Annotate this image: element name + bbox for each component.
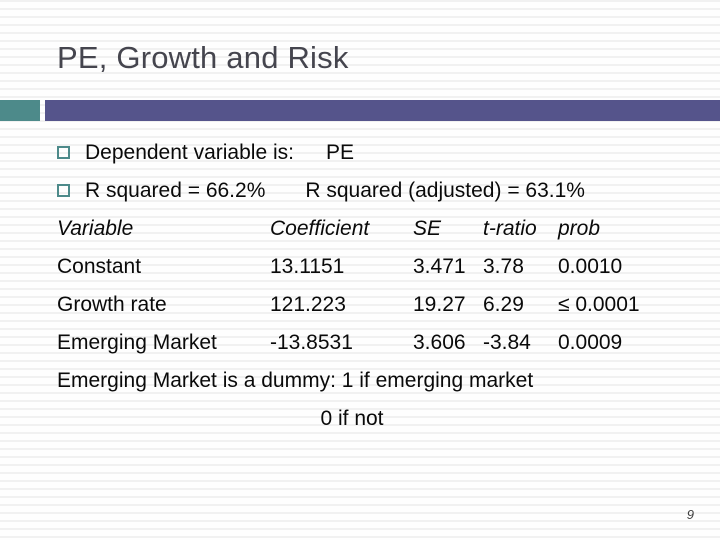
table-cell-variable: Emerging Market bbox=[57, 331, 217, 354]
bullet-line-dependent-variable: Dependent variable is: PE bbox=[57, 134, 669, 172]
page-number: 9 bbox=[686, 507, 694, 522]
table-cell-se: 3.471 bbox=[413, 255, 466, 278]
table-cell-t-ratio: 6.29 bbox=[483, 293, 524, 316]
table-cell-t-ratio: 3.78 bbox=[483, 255, 524, 278]
accent-bar-teal-segment bbox=[0, 100, 40, 121]
bullet-label: Dependent variable is: bbox=[85, 141, 294, 164]
table-cell-t-ratio: -3.84 bbox=[483, 331, 531, 354]
dummy-note-line-2: 0 if not bbox=[320, 407, 384, 430]
col-header-t-ratio: t-ratio bbox=[483, 217, 537, 240]
table-cell-variable: Constant bbox=[57, 255, 142, 278]
col-header-variable: Variable bbox=[57, 217, 134, 240]
table-cell-prob: 0.0009 bbox=[558, 331, 623, 354]
table-cell-se: 19.27 bbox=[413, 293, 466, 316]
dependent-variable-value: PE bbox=[325, 141, 354, 164]
dummy-note-line: Emerging Market is a dummy: 1 if emergin… bbox=[57, 369, 534, 392]
r-squared-adjusted-value: R squared (adjusted) = 63.1% bbox=[305, 179, 585, 202]
col-header-coefficient: Coefficient bbox=[270, 217, 370, 240]
table-cell-prob: ≤ 0.0001 bbox=[558, 293, 640, 316]
accent-bar-purple-segment bbox=[45, 100, 720, 121]
bullet-square-icon bbox=[57, 183, 70, 197]
table-cell-se: 3.606 bbox=[413, 331, 466, 354]
table-cell-coefficient: -13.8531 bbox=[270, 331, 353, 354]
table-cell-coefficient: 121.223 bbox=[270, 293, 346, 316]
regression-table: Variable Coefficient SE t-ratio prob Con… bbox=[57, 210, 669, 362]
table-cell-variable: Growth rate bbox=[57, 293, 167, 316]
col-header-se: SE bbox=[413, 217, 442, 240]
bullet-square-icon bbox=[57, 145, 70, 159]
title-accent-bar bbox=[0, 100, 720, 121]
r-squared-value: R squared = 66.2% bbox=[85, 179, 266, 202]
col-header-prob: prob bbox=[558, 217, 601, 240]
table-cell-prob: 0.0010 bbox=[558, 255, 623, 278]
table-cell-coefficient: 13.1151 bbox=[270, 255, 345, 278]
slide-body: Dependent variable is: PE R squared = 66… bbox=[57, 134, 669, 438]
bullet-line-r-squared: R squared = 66.2% R squared (adjusted) =… bbox=[57, 172, 669, 210]
slide-title: PE, Growth and Risk bbox=[57, 40, 349, 75]
